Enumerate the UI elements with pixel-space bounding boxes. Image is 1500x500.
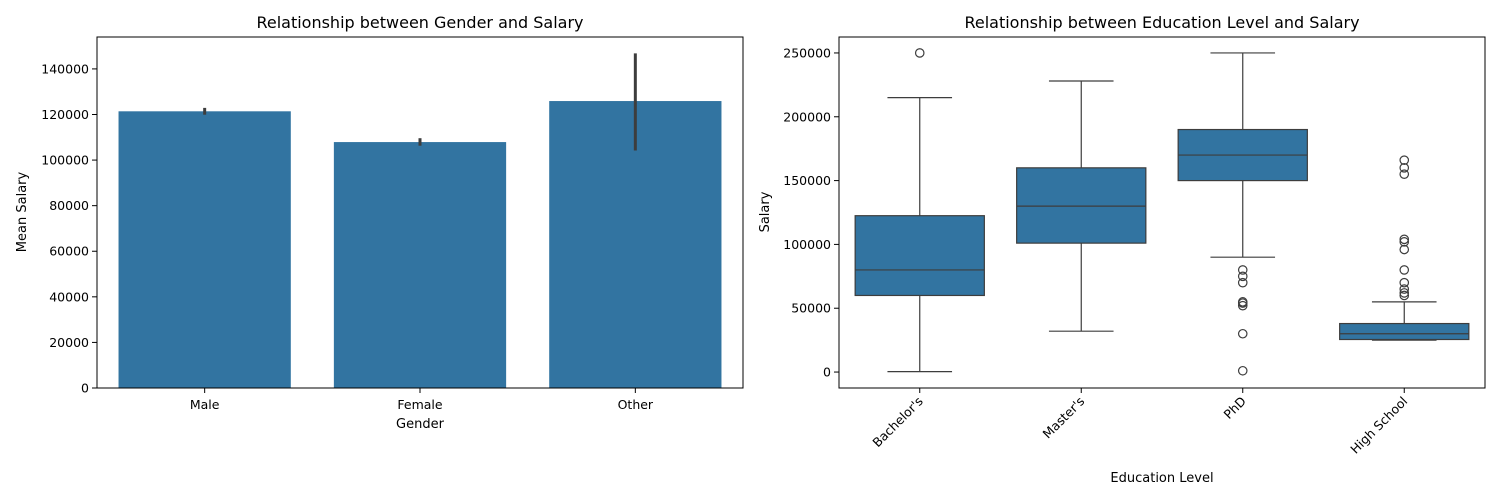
left-y-axis-label: Mean Salary [15,172,30,253]
outlier-point [1237,365,1248,376]
right-boxes [854,48,1470,376]
y-tick-label: 150000 [783,173,831,188]
outlier-point [1399,265,1410,275]
y-tick-label: 120000 [41,107,89,122]
outlier-point [1399,234,1410,245]
right-x-axis-label: Education Level [1110,471,1213,486]
right-axes-frame [838,36,1486,389]
left-bars [118,101,722,388]
x-tick-label-bachelor-s: Bachelor's [869,394,926,451]
outlier-point [1237,328,1248,339]
outlier-point [1237,300,1248,311]
education-salary-box-plot: Relationship between Education Level and… [758,13,1486,486]
box-iqr [1016,167,1147,244]
y-tick-label: 0 [823,365,831,380]
outlier-point [1237,277,1248,288]
outlier-point [1237,298,1248,308]
bar-male [118,111,291,388]
outlier-point [1399,155,1410,165]
outlier-point [1399,163,1410,173]
y-tick-label: 200000 [783,109,831,124]
gender-salary-bar-chart: Relationship between Gender and Salary 0… [15,13,744,432]
outlier-point [1399,284,1410,294]
outlier-point [1399,288,1410,298]
left-chart-title: Relationship between Gender and Salary [256,13,583,32]
x-tick-label-female: Female [397,397,443,412]
x-tick-label-other: Other [618,397,654,412]
right-y-ticks: 0 50000 100000 150000 200000 250000 [783,45,839,380]
right-chart-title: Relationship between Education Level and… [964,13,1359,32]
outlier-point [1399,290,1410,301]
box-master-s [1016,80,1147,332]
outlier-point [1237,265,1248,275]
outlier-point [1399,169,1410,180]
x-tick-label-high-school: High School [1347,394,1410,457]
bar-female [333,142,507,388]
right-x-ticks: Bachelor's Master's PhD High School [869,388,1410,457]
y-tick-label: 50000 [791,301,831,316]
x-tick-label-male: Male [190,397,220,412]
box-high-school [1339,155,1470,341]
y-tick-label: 20000 [49,335,89,350]
outlier-point [1237,271,1248,282]
left-error-bars [203,53,637,151]
y-tick-label: 80000 [49,198,89,213]
outlier-point [1399,277,1410,288]
y-tick-label: 60000 [49,244,89,259]
x-tick-label-phd: PhD [1221,394,1249,422]
right-y-axis-label: Salary [758,191,773,232]
y-tick-label: 250000 [783,45,831,60]
y-tick-label: 40000 [49,289,89,304]
box-iqr [1339,322,1470,341]
left-x-ticks: Male Female Other [190,388,654,412]
left-axes-frame [96,36,744,389]
outlier-point [1399,244,1410,255]
y-tick-label: 0 [81,381,89,396]
left-x-axis-label: Gender [396,417,445,432]
left-y-ticks: 0 20000 40000 60000 80000 100000 120000 140000 [41,61,97,396]
box-bachelor-s [854,48,985,373]
outlier-point [1399,237,1410,247]
y-tick-label: 100000 [41,153,89,168]
outlier-point [914,48,925,58]
box-phd [1177,52,1308,376]
box-iqr [854,215,985,297]
x-tick-label-master-s: Master's [1040,394,1088,442]
y-tick-label: 100000 [783,237,831,252]
y-tick-label: 140000 [41,61,89,76]
